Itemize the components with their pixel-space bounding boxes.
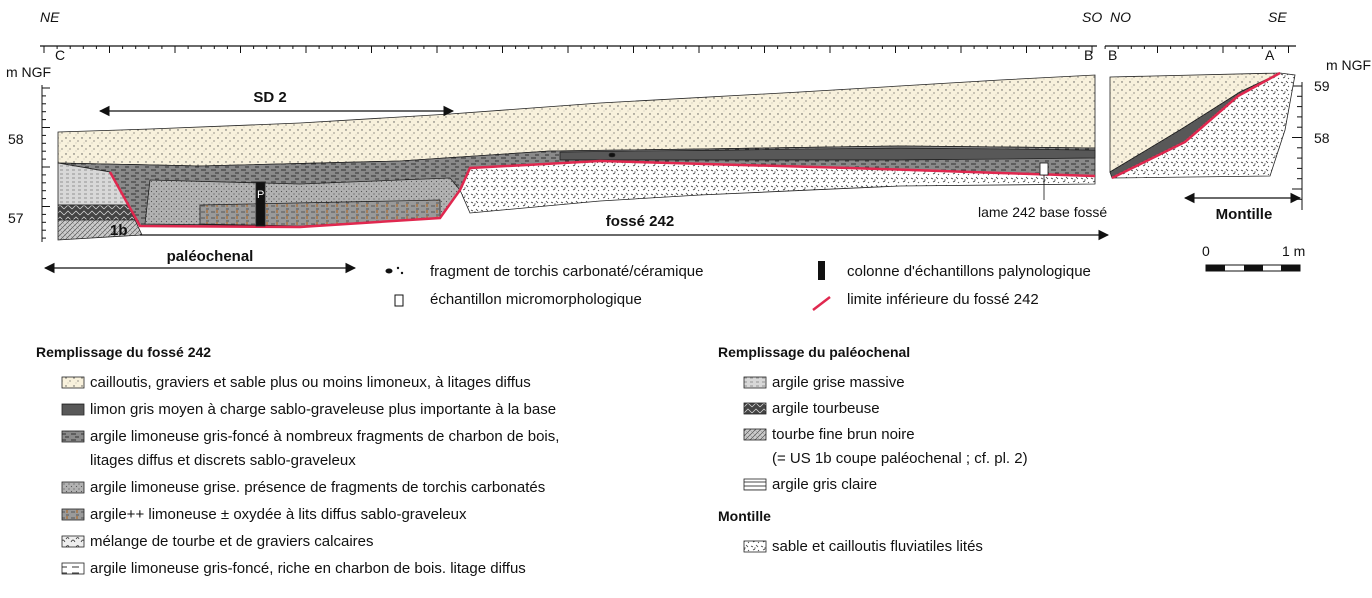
legend-swatch (62, 482, 84, 493)
legend-swatch (744, 429, 766, 440)
legend-swatch (62, 404, 84, 415)
sd2-label: SD 2 (253, 89, 286, 106)
axis-unit: m NGF (1326, 57, 1371, 73)
legend-title: Remplissage du fossé 242 (36, 344, 211, 360)
point-label: B (1084, 47, 1093, 63)
orientation: SO (1082, 9, 1102, 25)
us-label: 1b (110, 222, 128, 239)
right-axis (1292, 82, 1302, 210)
symbol-dot (401, 272, 403, 274)
legend-swatch (744, 377, 766, 388)
scale-label: 1 m (1282, 243, 1305, 259)
point-label: B (1108, 47, 1117, 63)
fragment (609, 153, 615, 157)
legend-swatch (744, 479, 766, 490)
legend-item: argile limoneuse grise. présence de frag… (90, 479, 545, 496)
point-label: C (55, 47, 65, 63)
scale-seg (1281, 265, 1300, 271)
axis-unit: m NGF (6, 64, 51, 80)
legend-item: (= US 1b coupe paléochenal ; cf. pl. 2) (772, 450, 1028, 467)
legend-item: argile++ limoneuse ± oxydée à lits diffu… (90, 506, 467, 523)
scale-seg (1244, 265, 1263, 271)
legend-swatch (744, 403, 766, 414)
layer-oxid (200, 200, 440, 226)
legend-swatch (62, 509, 84, 520)
legend-swatch (62, 431, 84, 442)
legend-item: litages diffus et discrets sablo-gravele… (90, 452, 356, 469)
fosse-label: fossé 242 (606, 213, 674, 230)
symbol-label: échantillon micromorphologique (430, 291, 642, 308)
legend-item: tourbe fine brun noire (772, 426, 915, 443)
legend-item: cailloutis, graviers et sable plus ou mo… (90, 374, 531, 391)
orientation: SE (1268, 9, 1287, 25)
legend: Remplissage du fossé 242 cailloutis, grav… (36, 344, 1028, 577)
symbol-fragment (386, 269, 393, 274)
orientation: NO (1110, 9, 1131, 25)
page: NE SO NO SE C B B A m NGF 58 57 m NGF 59… (0, 0, 1372, 593)
legend-item: argile limoneuse gris-foncé à nombreux f… (90, 428, 559, 445)
legend-item: sable et cailloutis fluviatiles lités (772, 538, 983, 555)
symbol-column (818, 261, 825, 280)
scale-label: 0 (1202, 243, 1210, 259)
symbol-dot (397, 267, 399, 269)
column-label: P (257, 189, 264, 201)
symbol-label: colonne d'échantillons palynologique (847, 263, 1091, 280)
layer-fine (58, 220, 142, 240)
left-axis (42, 85, 50, 242)
legend-title: Montille (718, 508, 771, 524)
legend-item: limon gris moyen à charge sablo-graveleu… (90, 401, 556, 418)
paleochenal-label: paléochenal (167, 248, 254, 265)
scale-bar (1206, 265, 1300, 271)
legend-title: Remplissage du paléochenal (718, 344, 910, 360)
legend-swatch (62, 563, 84, 574)
sample-label: lame 242 base fossé (978, 204, 1107, 220)
symbol-label: fragment de torchis carbonaté/céramique (430, 263, 703, 280)
orientation: NE (40, 9, 60, 25)
legend-item: argile gris claire (772, 476, 877, 493)
symbol-label: limite inférieure du fossé 242 (847, 291, 1039, 308)
legend-swatch (62, 377, 84, 388)
section-main (58, 75, 1095, 240)
legend-item: argile grise massive (772, 374, 905, 391)
axis-label: 59 (1314, 78, 1330, 94)
axis-label: 57 (8, 210, 24, 226)
legend-item: argile tourbeuse (772, 400, 880, 417)
layer-tourbe (58, 205, 135, 220)
legend-item: argile limoneuse gris-foncé, riche en ch… (90, 560, 526, 577)
axis-label: 58 (8, 131, 24, 147)
symbol-sample (395, 295, 403, 306)
legend-swatch (744, 541, 766, 552)
axis-label: 58 (1314, 130, 1330, 146)
section-right (1110, 73, 1295, 178)
legend-swatch (62, 536, 84, 547)
point-label: A (1265, 47, 1275, 63)
scale-seg (1206, 265, 1225, 271)
legend-item: mélange de tourbe et de graviers calcair… (90, 533, 374, 550)
sample-box (1040, 163, 1048, 175)
figure: NE SO NO SE C B B A m NGF 58 57 m NGF 59… (0, 0, 1372, 593)
montille-label: Montille (1216, 206, 1273, 223)
symbol-limit (813, 297, 830, 310)
